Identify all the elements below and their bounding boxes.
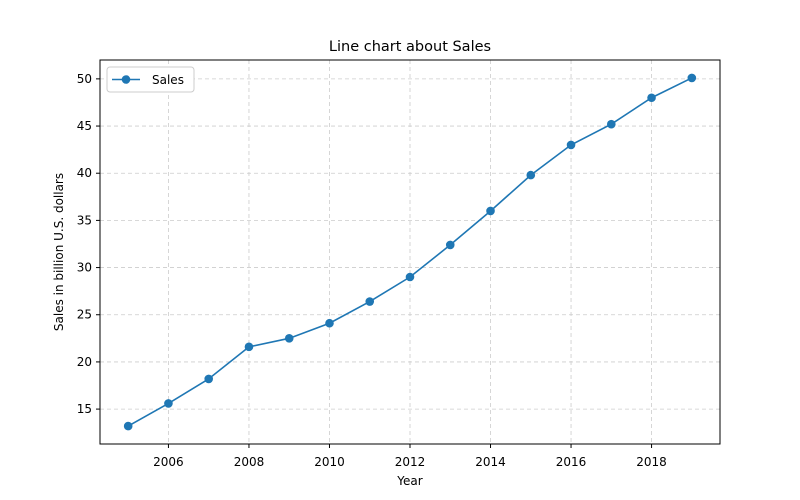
data-point <box>486 206 495 216</box>
data-point <box>445 240 455 250</box>
data-point <box>405 272 415 282</box>
data-point <box>325 318 334 328</box>
y-tick-label: 40 <box>77 166 92 180</box>
chart-title: Line chart about Sales <box>329 39 491 55</box>
x-tick-label: 2014 <box>475 455 506 469</box>
legend-box <box>106 66 195 93</box>
data-point <box>164 399 173 408</box>
data-point <box>566 140 576 150</box>
y-tick-label: 20 <box>77 355 92 369</box>
grid <box>100 60 720 444</box>
x-tick-label: 2016 <box>556 455 587 469</box>
data-point <box>606 119 616 129</box>
data-point <box>123 421 133 431</box>
data-point <box>204 374 214 384</box>
data-point <box>244 342 254 352</box>
y-tick-label: 15 <box>77 402 92 416</box>
y-tick-label: 35 <box>77 213 92 227</box>
x-tick-label: 2010 <box>314 455 345 469</box>
legend: Sales <box>106 66 195 93</box>
x-tick-label: 2006 <box>153 455 184 469</box>
legend-label-sales: Sales <box>152 73 184 87</box>
x-tick-label: 2012 <box>395 455 426 469</box>
y-tick-label: 50 <box>77 72 92 86</box>
data-point <box>365 297 375 306</box>
x-tick-label: 2018 <box>636 455 667 469</box>
series-layer <box>123 73 697 431</box>
data-point <box>647 93 656 103</box>
x-tick-label: 2008 <box>234 455 265 469</box>
y-axis-title: Sales in billion U.S. dollars <box>52 173 66 331</box>
legend-marker-swatch <box>121 75 131 84</box>
y-tick-label: 30 <box>77 261 92 275</box>
y-tick-label: 25 <box>77 308 92 322</box>
data-point <box>526 170 536 180</box>
data-point <box>284 334 294 343</box>
axes: 2006 2008 2010 2012 2014 2016 2018 15 20 25 30 35 40… <box>77 59 721 469</box>
x-axis-title: Year <box>396 474 422 488</box>
y-tick-label: 45 <box>77 119 92 133</box>
data-point <box>687 73 697 83</box>
